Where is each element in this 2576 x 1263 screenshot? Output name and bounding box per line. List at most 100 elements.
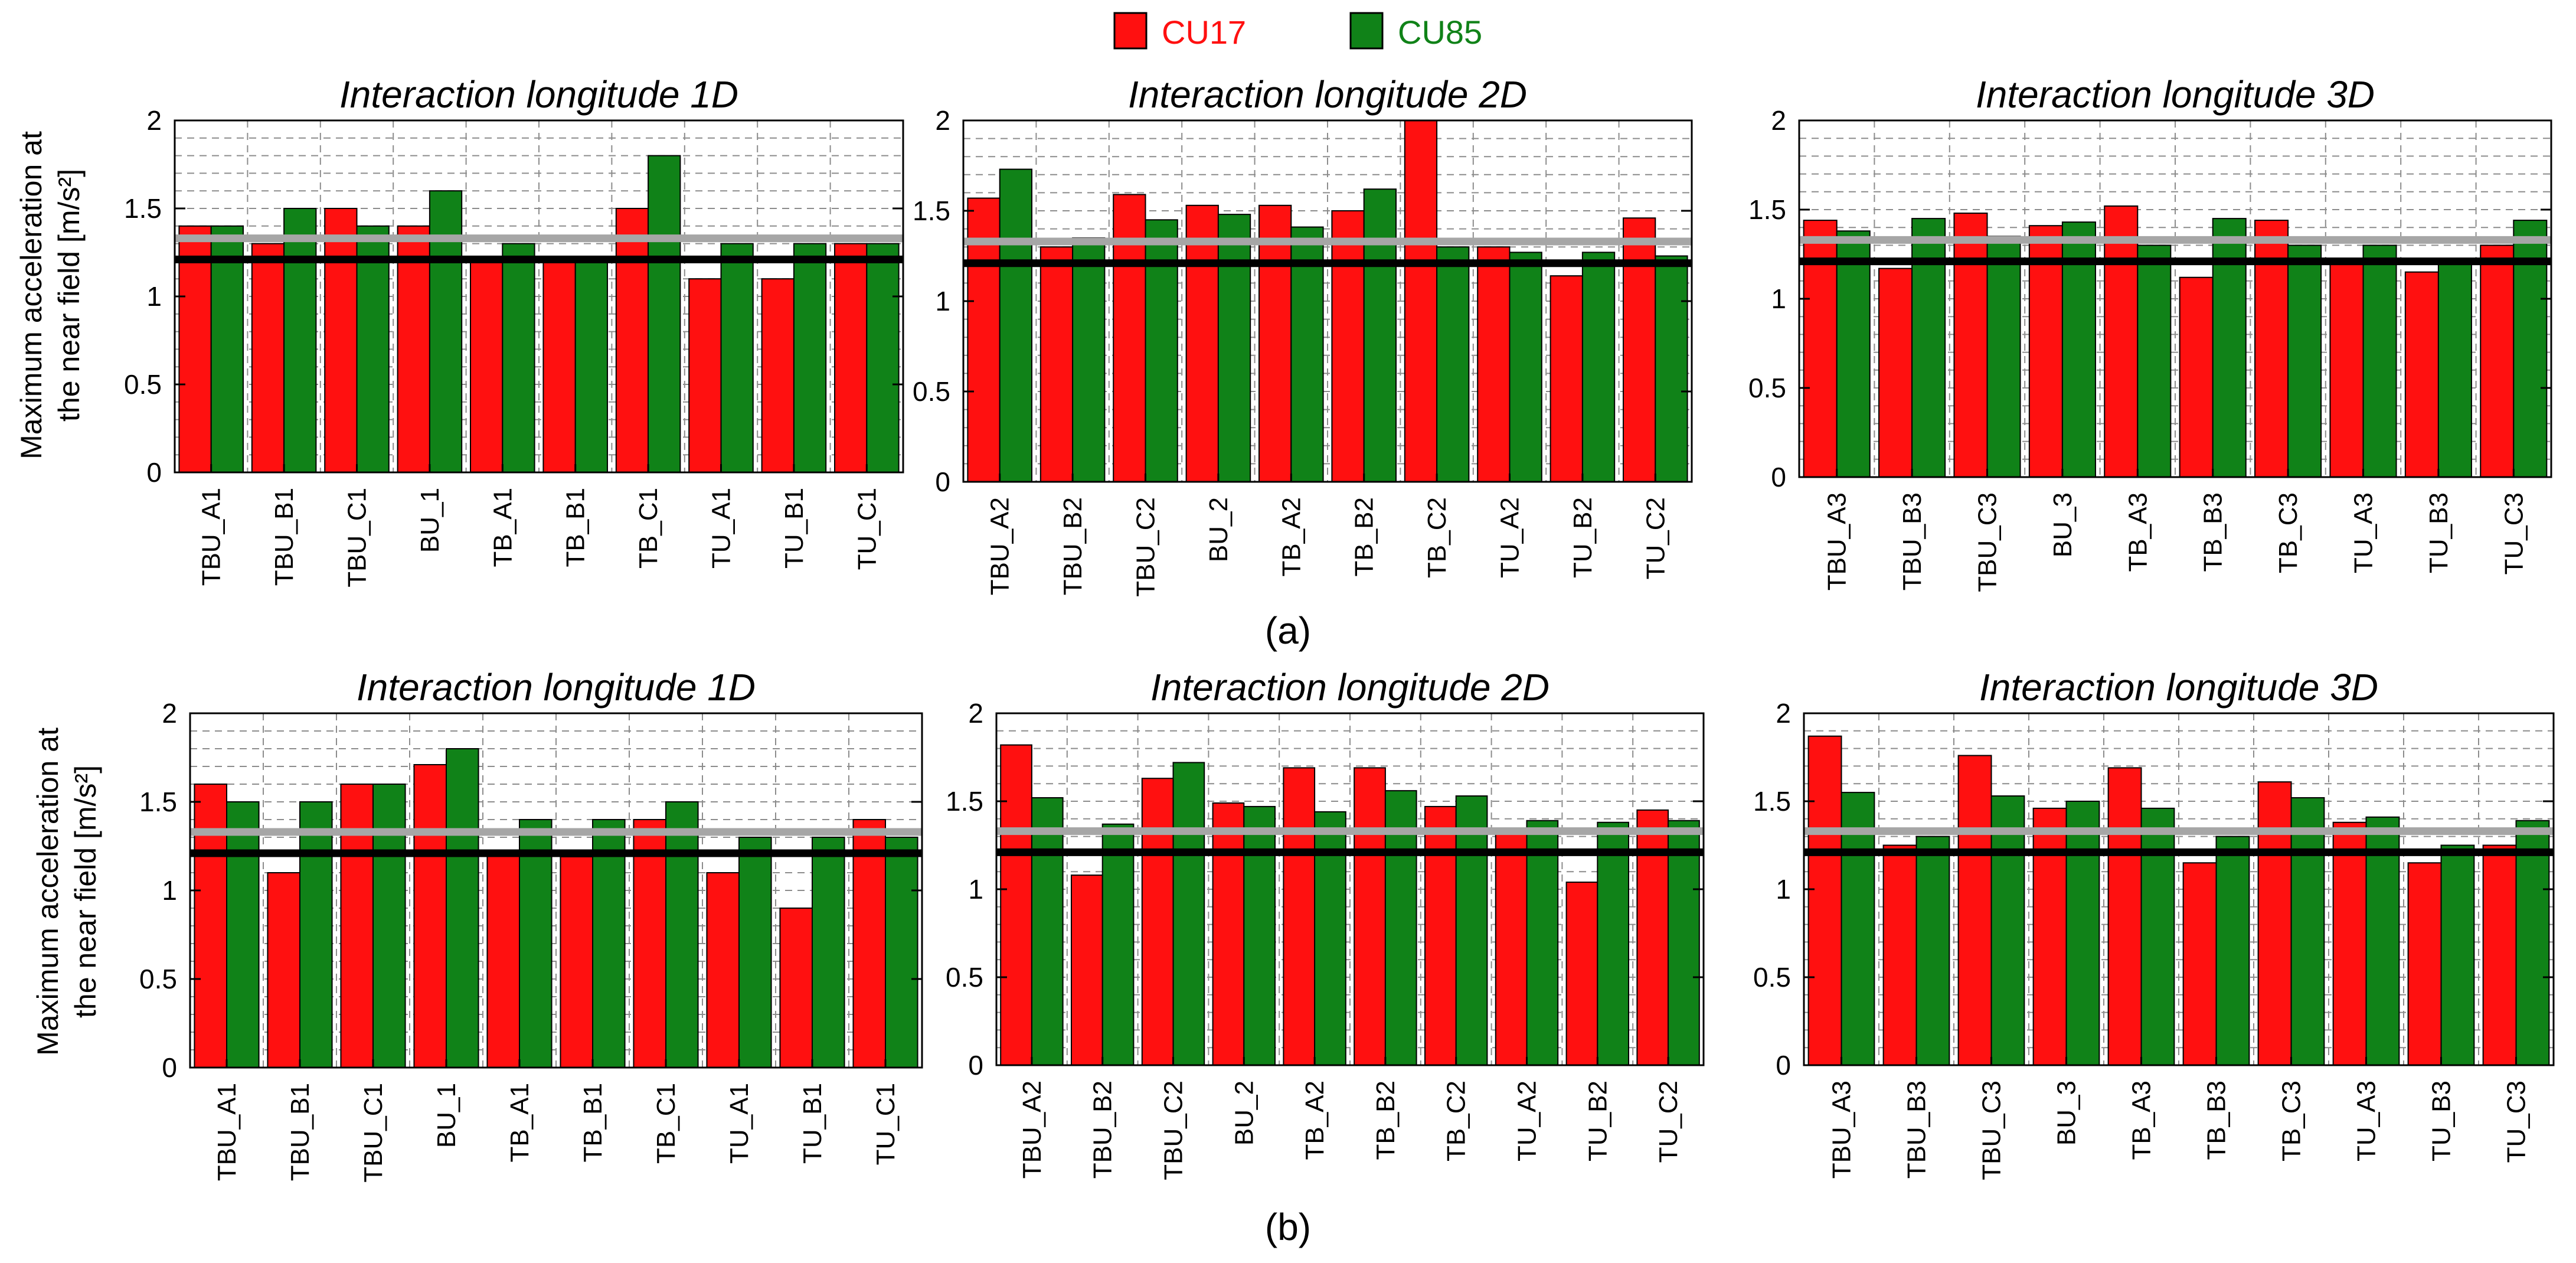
bar-cu85-tb_b3 [2212,218,2247,478]
legend-label-cu17: CU17 [1162,14,1246,51]
x-tick-label: TBU_A2 [986,497,1015,595]
bar-cu85-tb_b1 [574,260,608,473]
y-tick-label: 0 [162,1052,177,1083]
y-tick-label: 0.5 [124,369,162,400]
y-tick-label: 0.5 [1748,373,1786,403]
bar-cu17-tbu_c2 [1141,778,1174,1066]
legend-swatch-cu85 [1349,12,1384,50]
bar-cu85-tbu_a2 [1031,797,1064,1066]
y-axis-label-row-b: Maximum acceleration at the near field [… [31,727,102,1056]
bar-cu85-tu_b1 [793,243,827,473]
y-tick-label: 0 [968,1050,983,1081]
bar-cu85-tb_b2 [1384,790,1417,1066]
y-tick-label: 2 [935,105,950,136]
x-tick-label: TB_A3 [2123,492,2152,572]
bar-cu85-tbu_c3 [1986,236,2021,478]
chart-title: Interaction longitude 2D [1128,73,1527,116]
bar-cu17-tu_b3 [2404,271,2439,478]
y-tick-label: 0 [1771,462,1786,492]
x-tick-label: TB_B1 [578,1083,607,1163]
bar-cu85-tb_b1 [592,819,626,1068]
x-tick-label: TU_C3 [2499,492,2528,575]
x-tick-label: TB_B2 [1371,1081,1400,1160]
chart-panel-b-2: 0 0.5 1 1.5 2 TBU_A2 TBU_B2 TBU_C2 BU_2 TB_A2 TB_B… [946,666,1705,1180]
chart-panel-b-3: 0 0.5 1 1.5 2 TBU_A3 TBU_B3 TBU_C3 BU_3 TB_A3 TB_B… [1753,666,2555,1180]
bar-cu17-tu_c1 [834,243,868,473]
x-tick-label: TBU_B3 [1898,492,1927,590]
bar-cu85-tu_b2 [1597,821,1630,1066]
bar-cu17-tb_a3 [2107,767,2142,1066]
bar-cu17-tb_b2 [1354,767,1386,1066]
bar-cu85-tb_a1 [519,819,553,1068]
bar-cu85-tbu_b1 [299,801,333,1068]
x-tick-label: TBU_C2 [1132,497,1160,597]
x-tick-label: TBU_C3 [1977,1081,2006,1180]
y-tick-label: 2 [1776,698,1791,729]
bar-cu85-tb_c3 [2290,797,2325,1066]
bar-cu17-tbu_b3 [1882,844,1917,1066]
x-tick-label: TU_B1 [780,488,809,569]
bar-cu85-tbu_c1 [356,225,390,473]
chart-panel-a-1: 0 0.5 1 1.5 2 TBU_A1 TBU_B1 TBU_C1 BU_1 TB_A1 TB_B… [124,73,904,588]
y-tick-label: 0 [146,457,162,488]
x-tick-label: BU_3 [2052,1081,2081,1145]
bar-cu17-tu_b1 [779,908,813,1068]
bar-cu17-tu_a2 [1477,246,1511,482]
y-tick-label: 1.5 [1748,194,1786,225]
x-tick-label: TBU_C1 [359,1083,388,1183]
x-tick-label: TB_C1 [634,488,663,569]
legend-swatch-cu17 [1113,12,1148,50]
bar-cu17-tb_b3 [2179,276,2214,478]
x-tick-label: TU_A2 [1496,497,1525,578]
x-tick-label: TB_B2 [1350,497,1379,577]
x-tick-label: TB_C2 [1442,1081,1471,1161]
x-tick-label: TU_B2 [1568,497,1597,578]
x-tick-label: TBU_C1 [343,488,372,588]
bar-cu17-tbu_c2 [1113,194,1146,482]
bar-cu85-tu_c3 [2515,820,2550,1066]
x-tick-label: TB_B3 [2202,1081,2231,1160]
bar-cu85-tu_c1 [885,837,918,1068]
bar-cu17-tu_a2 [1495,830,1528,1066]
bar-cu85-bu_1 [446,748,479,1068]
x-tick-label: TBU_A2 [1018,1081,1047,1179]
y-tick-label: 1 [146,281,162,312]
bar-cu85-tu_c2 [1655,255,1688,482]
bar-cu17-tu_b2 [1565,882,1598,1066]
chart-panel-a-2: 0 0.5 1 1.5 2 TBU_A2 TBU_B2 TBU_C2 BU_2 TB_A2 TB_B… [913,73,1693,597]
bar-cu17-tu_a1 [688,278,722,473]
chart-panels: 0 0.5 1 1.5 2 TBU_A1 TBU_B1 TBU_C1 BU_1 TB_A1 TB_B… [124,73,2555,1183]
x-tick-label: BU_1 [416,488,444,553]
x-tick-label: TU_B1 [798,1083,827,1164]
bar-cu17-tbu_a3 [1807,735,1842,1066]
x-tick-label: TU_A1 [707,488,736,569]
bar-cu17-tb_c3 [2257,781,2292,1066]
bar-cu85-tu_a1 [720,243,754,473]
x-tick-label: TU_A1 [725,1083,754,1164]
x-tick-label: TB_C2 [1423,497,1452,578]
legend-label-cu85: CU85 [1398,14,1482,51]
bar-cu85-bu_1 [429,190,463,473]
bar-cu17-tbu_c1 [340,784,374,1068]
subfigure-label-b: (b) [1265,1206,1311,1248]
x-tick-label: TU_C3 [2502,1081,2531,1163]
y-tick-label: 1 [162,875,177,906]
bar-cu17-tb_b3 [2182,862,2217,1066]
bar-cu85-tbu_c3 [1990,795,2025,1066]
bar-cu17-bu_1 [413,764,447,1068]
x-tick-label: TB_B3 [2199,492,2228,572]
bar-cu85-tbu_c2 [1172,762,1205,1066]
bar-cu17-tb_b2 [1331,210,1365,482]
bar-cu17-tb_a3 [2104,205,2139,478]
chart-title: Interaction longitude 1D [339,73,738,116]
bar-cu17-tb_a2 [1258,204,1292,482]
chart-panel-a-3: 0 0.5 1 1.5 2 TBU_A3 TBU_B3 TBU_C3 BU_3 TB_A3 TB_B… [1748,73,2552,592]
bar-cu85-tb_c2 [1436,246,1470,482]
bar-cu17-tbu_b2 [1039,246,1074,482]
chart-panel-b-1: 0 0.5 1 1.5 2 TBU_A1 TBU_B1 TBU_C1 BU_1 TB_A1 TB_B… [139,666,923,1183]
x-tick-label: TB_B1 [561,488,590,567]
bar-cu17-tu_b2 [1549,275,1583,482]
bar-cu17-tbu_b3 [1878,267,1913,478]
y-tick-label: 0.5 [1753,962,1791,993]
chart-title: Interaction longitude 1D [357,666,756,709]
